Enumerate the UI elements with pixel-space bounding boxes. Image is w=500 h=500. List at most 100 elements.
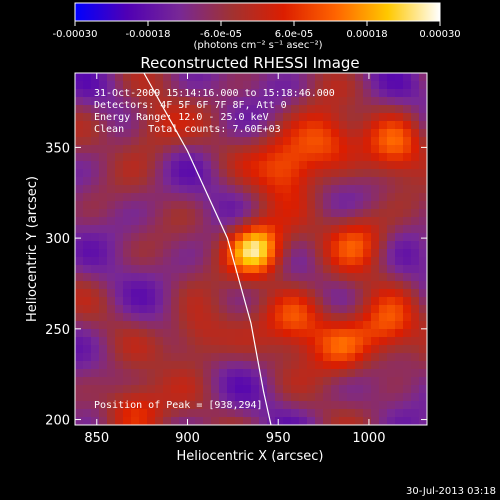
heatmap-cell bbox=[171, 161, 180, 170]
heatmap-cell bbox=[315, 401, 324, 410]
heatmap-cell bbox=[379, 417, 388, 425]
heatmap-cell bbox=[387, 337, 396, 346]
heatmap-cell bbox=[323, 113, 332, 122]
heatmap-cell bbox=[163, 353, 172, 362]
heatmap-cell bbox=[75, 121, 84, 130]
heatmap-cell bbox=[403, 201, 412, 210]
heatmap-cell bbox=[251, 121, 260, 130]
heatmap-cell bbox=[379, 185, 388, 194]
heatmap-cell bbox=[267, 305, 276, 314]
heatmap-cell bbox=[187, 257, 196, 266]
heatmap-cell bbox=[347, 289, 356, 298]
heatmap-cell bbox=[387, 209, 396, 218]
heatmap-cell bbox=[187, 97, 196, 106]
heatmap-cell bbox=[299, 225, 308, 234]
heatmap-cell bbox=[115, 185, 124, 194]
heatmap-cell bbox=[211, 329, 220, 338]
heatmap-cell bbox=[395, 193, 404, 202]
heatmap-cell bbox=[115, 169, 124, 178]
heatmap-cell bbox=[387, 257, 396, 266]
heatmap-cell bbox=[211, 129, 220, 138]
heatmap-cell bbox=[211, 89, 220, 98]
annotation-time-range: 31-Oct-2009 15:14:16.000 to 15:18:46.000 bbox=[94, 88, 335, 99]
heatmap-cell bbox=[411, 97, 420, 106]
heatmap-cell bbox=[179, 385, 188, 394]
heatmap-cell bbox=[307, 313, 316, 322]
heatmap-cell bbox=[315, 129, 324, 138]
heatmap-cell bbox=[243, 89, 252, 98]
heatmap-cell bbox=[331, 105, 340, 114]
heatmap-cell bbox=[171, 265, 180, 274]
heatmap-cell bbox=[83, 153, 92, 162]
heatmap-cell bbox=[227, 265, 236, 274]
heatmap-cell bbox=[403, 257, 412, 266]
heatmap-cell bbox=[155, 409, 164, 418]
heatmap-cell bbox=[99, 313, 108, 322]
heatmap-cell bbox=[291, 201, 300, 210]
heatmap-cell bbox=[403, 361, 412, 370]
heatmap-cell bbox=[379, 273, 388, 282]
heatmap-cell bbox=[99, 265, 108, 274]
heatmap-cell bbox=[379, 73, 388, 82]
heatmap-cell bbox=[307, 233, 316, 242]
heatmap-cell bbox=[323, 377, 332, 386]
heatmap-cell bbox=[187, 201, 196, 210]
heatmap-cell bbox=[195, 89, 204, 98]
heatmap-cell bbox=[195, 417, 204, 425]
heatmap-cell bbox=[387, 233, 396, 242]
heatmap-cell bbox=[75, 265, 84, 274]
heatmap-cell bbox=[355, 289, 364, 298]
heatmap-cell bbox=[339, 225, 348, 234]
heatmap-cell bbox=[379, 113, 388, 122]
heatmap-cell bbox=[91, 385, 100, 394]
heatmap-cell bbox=[155, 337, 164, 346]
heatmap-cell bbox=[115, 401, 124, 410]
heatmap-cell bbox=[171, 137, 180, 146]
heatmap-cell bbox=[259, 225, 268, 234]
heatmap-cell bbox=[139, 97, 148, 106]
heatmap-cell bbox=[283, 201, 292, 210]
heatmap-cell bbox=[91, 321, 100, 330]
heatmap-cell bbox=[179, 201, 188, 210]
heatmap-cell bbox=[227, 337, 236, 346]
heatmap-cell bbox=[323, 241, 332, 250]
heatmap-cell bbox=[379, 385, 388, 394]
heatmap-cell bbox=[131, 121, 140, 130]
heatmap-cell bbox=[307, 305, 316, 314]
heatmap-cell bbox=[307, 169, 316, 178]
heatmap-cell bbox=[259, 409, 268, 418]
heatmap-cell bbox=[315, 417, 324, 425]
heatmap-cell bbox=[107, 305, 116, 314]
heatmap-cell bbox=[419, 81, 427, 90]
heatmap-cell bbox=[83, 169, 92, 178]
heatmap-cell bbox=[171, 353, 180, 362]
heatmap-cell bbox=[91, 361, 100, 370]
heatmap-cell bbox=[155, 281, 164, 290]
heatmap-cell bbox=[411, 241, 420, 250]
colorbar: -0.00030 -0.00018 -6.0e-05 6.0e-05 0.00018 0.… bbox=[53, 2, 461, 51]
heatmap-cell bbox=[291, 417, 300, 425]
heatmap-cell bbox=[355, 409, 364, 418]
heatmap-cell bbox=[323, 369, 332, 378]
heatmap-cell bbox=[99, 257, 108, 266]
heatmap-cell bbox=[291, 129, 300, 138]
heatmap-cell bbox=[283, 409, 292, 418]
heatmap-cell bbox=[171, 273, 180, 282]
heatmap-cell bbox=[139, 129, 148, 138]
heatmap-cell bbox=[419, 233, 427, 242]
heatmap-cell bbox=[211, 73, 220, 82]
heatmap-cell bbox=[403, 137, 412, 146]
heatmap-cell bbox=[267, 289, 276, 298]
heatmap-cell bbox=[203, 145, 212, 154]
heatmap-cell bbox=[275, 185, 284, 194]
heatmap-cell bbox=[131, 241, 140, 250]
heatmap-cell bbox=[131, 233, 140, 242]
heatmap-cell bbox=[235, 217, 244, 226]
heatmap-cell bbox=[323, 233, 332, 242]
heatmap-cell bbox=[99, 153, 108, 162]
heatmap-cell bbox=[323, 393, 332, 402]
heatmap-cell bbox=[355, 337, 364, 346]
heatmap-cell bbox=[419, 345, 427, 354]
heatmap-cell bbox=[219, 361, 228, 370]
heatmap-cell bbox=[283, 353, 292, 362]
